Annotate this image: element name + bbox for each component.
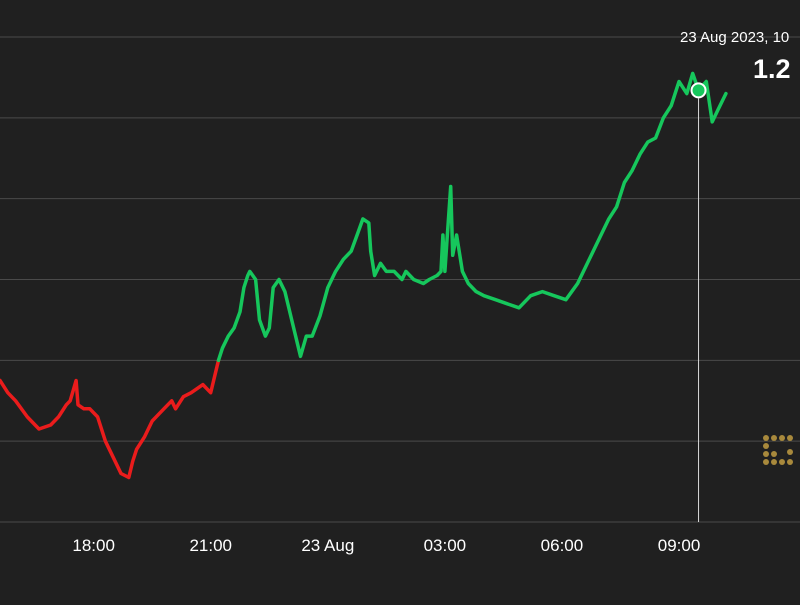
- x-axis-ticks: 18:00 21:00 23 Aug 03:00 06:00 09:00: [72, 536, 700, 555]
- series-segment-1: [216, 71, 728, 363]
- hover-tooltip: 23 Aug 2023, 10 1.2: [680, 29, 791, 99]
- series-segment-0: [0, 358, 221, 480]
- x-tick-label-1: 21:00: [189, 536, 232, 555]
- brand-mark-icon: [763, 435, 793, 465]
- price-series: [0, 71, 728, 480]
- x-tick-label-4: 06:00: [541, 536, 584, 555]
- hover-point-marker[interactable]: [690, 82, 707, 99]
- x-tick-label-3: 03:00: [424, 536, 467, 555]
- x-tick-label-0: 18:00: [72, 536, 115, 555]
- hover-value-label: 1.2: [753, 54, 791, 84]
- x-tick-label-5: 09:00: [658, 536, 701, 555]
- x-tick-label-2: 23 Aug: [301, 536, 354, 555]
- hover-date-label: 23 Aug 2023, 10: [680, 29, 789, 46]
- gridlines: [0, 36, 800, 523]
